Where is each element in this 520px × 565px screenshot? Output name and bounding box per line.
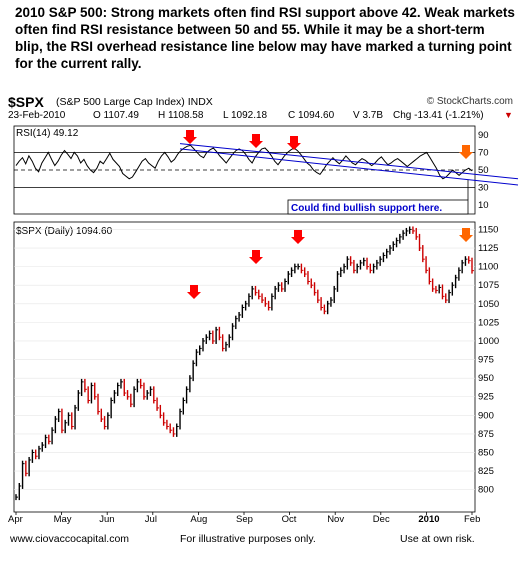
red-arrow-icon bbox=[187, 285, 201, 299]
chart-header: $SPX (S&P 500 Large Cap Index) INDX © St… bbox=[8, 94, 513, 110]
orange-arrow-icon bbox=[459, 145, 473, 159]
headline: 2010 S&P 500: Strong markets often find … bbox=[15, 5, 515, 71]
quote-high: H 1108.58 bbox=[158, 110, 204, 121]
price-tick-label: 1075 bbox=[478, 280, 499, 291]
red-arrow-icon bbox=[291, 230, 305, 244]
symbol: $SPX bbox=[8, 94, 44, 110]
red-arrow-icon bbox=[287, 136, 301, 150]
price-tick-label: 950 bbox=[478, 373, 494, 384]
month-label: Jun bbox=[99, 514, 114, 525]
price-tick-label: 1025 bbox=[478, 317, 499, 328]
footer-risk: Use at own risk. bbox=[400, 533, 475, 545]
price-arrows bbox=[187, 228, 473, 299]
annotation-text: Could find bullish support here. bbox=[291, 203, 442, 214]
month-label: May bbox=[54, 514, 72, 525]
month-label: Aug bbox=[190, 514, 207, 525]
price-tick-label: 850 bbox=[478, 448, 494, 459]
rsi-line bbox=[15, 144, 473, 180]
month-label: 2010 bbox=[418, 514, 439, 525]
source-credit: © StockCharts.com bbox=[426, 96, 513, 107]
footer-disclaimer: For illustrative purposes only. bbox=[180, 533, 316, 545]
price-tick-label: 1125 bbox=[478, 243, 498, 254]
price-tick-label: 800 bbox=[478, 485, 494, 496]
x-axis-months: Apr May Jun Jul Aug Sep Oct Nov Dec 2010 Feb bbox=[8, 512, 480, 525]
price-bars bbox=[15, 226, 474, 501]
price-tick-label: 1050 bbox=[478, 299, 499, 310]
red-arrow-icon bbox=[183, 130, 197, 144]
quote-open: O 1107.49 bbox=[93, 110, 139, 121]
red-arrow-icon bbox=[249, 250, 263, 264]
annotation-box bbox=[287, 199, 469, 215]
quote-date: 23-Feb-2010 bbox=[8, 110, 66, 121]
rsi-trend-upper bbox=[179, 143, 519, 180]
price-tick-label: 975 bbox=[478, 355, 494, 366]
rsi-panel-label: RSI(14) 49.12 bbox=[16, 128, 79, 139]
month-label: Apr bbox=[8, 514, 23, 525]
footer-site: www.ciovaccocapital.com bbox=[10, 533, 130, 545]
price-tick-label: 875 bbox=[478, 429, 494, 440]
price-tick-label: 825 bbox=[478, 466, 494, 477]
price-panel-frame bbox=[13, 221, 476, 513]
month-label: Feb bbox=[464, 514, 480, 525]
red-arrow-icon bbox=[249, 134, 263, 148]
price-tick-label: 900 bbox=[478, 410, 494, 421]
quote-close: C 1094.60 bbox=[288, 110, 335, 121]
month-label: Jul bbox=[145, 514, 157, 525]
month-label: Sep bbox=[236, 514, 253, 525]
rsi-series bbox=[15, 144, 473, 180]
month-label: Nov bbox=[327, 514, 344, 525]
quote-volume: V 3.7B bbox=[353, 110, 384, 121]
price-tick-label: 1000 bbox=[478, 336, 499, 347]
price-grid bbox=[14, 229, 475, 490]
rsi-arrows bbox=[183, 130, 473, 159]
price-tick-label: 925 bbox=[478, 392, 494, 403]
rsi-tick-label: 70 bbox=[478, 147, 489, 158]
quote-row: 23-Feb-2010 O 1107.49 H 1108.58 L 1092.1… bbox=[8, 110, 513, 124]
rsi-y-axis: 10 30 50 70 90 bbox=[478, 130, 489, 211]
rsi-tick-label: 90 bbox=[478, 130, 489, 141]
down-triangle-icon: ▼ bbox=[504, 110, 513, 120]
rsi-tick-label: 10 bbox=[478, 200, 489, 211]
price-panel-label: $SPX (Daily) 1094.60 bbox=[16, 226, 113, 237]
month-label: Oct bbox=[282, 514, 297, 525]
price-y-axis: 800 825 850 875 900 925 950 975 1000 1025 1050 1075… bbox=[478, 224, 499, 495]
rsi-trend-lower bbox=[179, 148, 519, 186]
symbol-name: (S&P 500 Large Cap Index) INDX bbox=[56, 96, 213, 108]
month-label: Dec bbox=[373, 514, 390, 525]
rsi-trend-lines bbox=[179, 143, 519, 186]
rsi-tick-label: 50 bbox=[478, 165, 489, 176]
orange-arrow-icon bbox=[459, 228, 473, 242]
quote-change: Chg -13.41 (-1.21%) bbox=[393, 110, 484, 121]
price-tick-label: 1100 bbox=[478, 262, 498, 273]
price-tick-label: 1150 bbox=[478, 224, 498, 235]
quote-low: L 1092.18 bbox=[223, 110, 268, 121]
rsi-tick-label: 30 bbox=[478, 183, 489, 194]
